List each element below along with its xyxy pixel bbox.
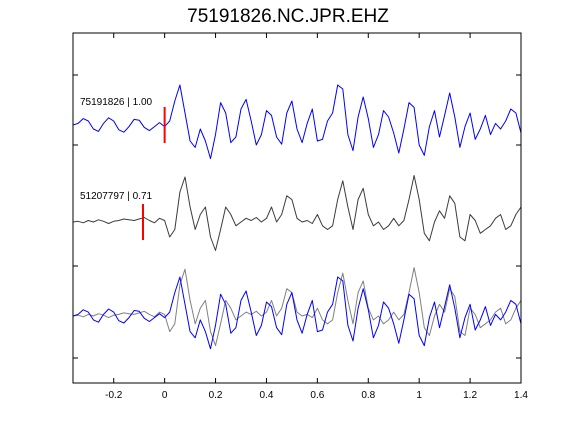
x-axis: -0.2 0 0.2 0.4 0.6 0.8 1 1.2 1.4 bbox=[105, 33, 528, 401]
x-tick-label: 0.8 bbox=[361, 390, 375, 401]
trace-label: 51207797 | 0.71 bbox=[80, 191, 153, 202]
series-layer bbox=[73, 84, 521, 350]
pick-markers bbox=[142, 107, 166, 240]
trace-label: 75191826 | 1.00 bbox=[80, 97, 153, 108]
x-tick-label: 1 bbox=[416, 390, 422, 401]
x-tick-label: 0.6 bbox=[310, 390, 324, 401]
x-tick-label: 0.2 bbox=[209, 390, 223, 401]
x-tick-label: 1.2 bbox=[463, 390, 477, 401]
trace-other-line bbox=[73, 175, 521, 251]
chart-title: 75191826.NC.JPR.EHZ bbox=[187, 6, 389, 27]
trace-master-line bbox=[73, 84, 521, 160]
x-tick-label: 1.4 bbox=[514, 390, 528, 401]
y-axis-ticks bbox=[73, 74, 521, 359]
plot-frame bbox=[72, 32, 522, 384]
x-tick-label: 0.4 bbox=[260, 390, 274, 401]
trace-overlay-line bbox=[73, 276, 521, 350]
trace-overlay-line bbox=[73, 267, 521, 347]
x-tick-label: -0.2 bbox=[105, 390, 123, 401]
x-tick-label: 0 bbox=[162, 390, 168, 401]
trace-labels: 75191826 | 1.00 51207797 | 0.71 bbox=[80, 97, 153, 202]
